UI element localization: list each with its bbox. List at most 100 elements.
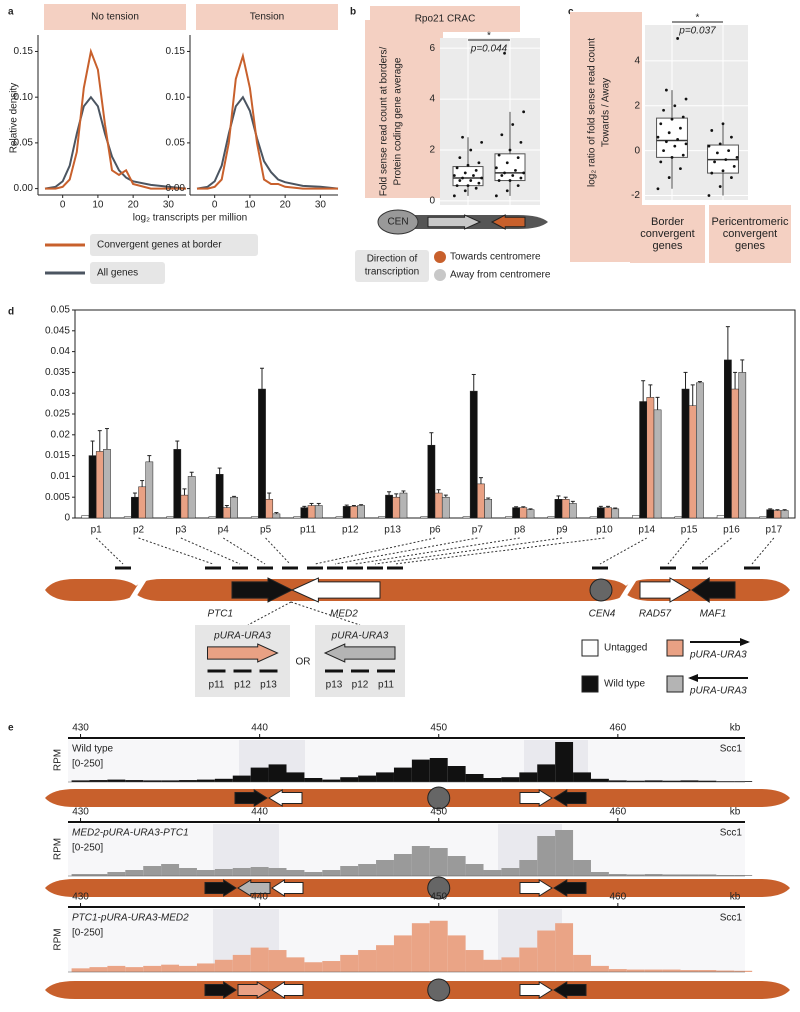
construct-label: pURA-URA3 xyxy=(331,631,389,642)
y-axis-label: Protein coding gene average xyxy=(393,57,404,185)
data-point xyxy=(516,156,520,160)
probe-link xyxy=(354,537,520,565)
significance: * xyxy=(487,31,491,42)
bar xyxy=(554,499,563,519)
bar xyxy=(462,516,471,519)
bar xyxy=(632,515,640,519)
y-tick-label: 2 xyxy=(429,145,435,156)
data-point xyxy=(667,176,671,179)
gene-arrow xyxy=(553,789,587,807)
bar xyxy=(250,516,259,519)
gene-arrow xyxy=(519,981,553,999)
probe-link xyxy=(751,537,775,565)
bar xyxy=(307,505,316,519)
legend-swatch xyxy=(434,269,446,281)
legend-arrowhead xyxy=(688,674,698,682)
bar xyxy=(441,496,450,519)
bar xyxy=(512,507,520,519)
data-point xyxy=(455,184,459,188)
x-tick-label: 430 xyxy=(72,892,89,903)
coverage-bar xyxy=(716,781,735,782)
coverage-bar xyxy=(465,950,484,972)
coverage-bar xyxy=(411,923,430,972)
data-point xyxy=(710,171,714,175)
construct-arrow xyxy=(323,643,396,663)
coverage-bar xyxy=(411,846,430,876)
bar xyxy=(215,474,224,519)
chromosome xyxy=(45,579,140,601)
coverage-bar xyxy=(644,874,663,876)
x-tick-label: 450 xyxy=(430,892,447,903)
coverage-bar xyxy=(304,872,323,876)
coverage-bar xyxy=(680,780,699,782)
data-point xyxy=(500,133,504,137)
bar xyxy=(766,509,775,519)
bar xyxy=(484,499,493,519)
y-axis-label: RPM xyxy=(53,749,64,771)
coverage-bar xyxy=(537,836,556,876)
data-point xyxy=(681,153,685,157)
bar xyxy=(208,516,217,519)
gene-arrow xyxy=(234,789,268,807)
data-point xyxy=(508,179,512,182)
construct-box xyxy=(315,625,405,697)
coverage-bar xyxy=(179,965,197,972)
bar xyxy=(258,388,266,519)
coverage-bar xyxy=(698,874,717,876)
coverage-bar xyxy=(143,780,162,782)
data-point xyxy=(681,115,685,119)
chromosome xyxy=(45,789,790,807)
coverage-bar xyxy=(286,957,305,972)
panel-label: d xyxy=(8,307,14,318)
probe-label: p12 xyxy=(234,680,251,691)
data-point xyxy=(516,184,520,188)
data-point xyxy=(514,168,517,172)
legend-box xyxy=(90,234,258,256)
x-unit: kb xyxy=(730,723,741,734)
coverage-bar xyxy=(268,764,287,782)
x-tick-label: 440 xyxy=(251,723,268,734)
probe-label: p13 xyxy=(260,680,277,691)
x-tick-label: p1 xyxy=(91,525,103,536)
construct-arrow xyxy=(237,981,271,999)
data-point xyxy=(662,149,665,153)
coverage-bar xyxy=(340,777,359,782)
x-tick-label: 10 xyxy=(92,200,104,211)
bar xyxy=(681,388,690,519)
coverage-bar xyxy=(483,778,502,782)
x-tick-label: 30 xyxy=(315,200,327,211)
x-tick-label: p14 xyxy=(638,525,655,536)
construct-label: pURA-URA3 xyxy=(213,631,271,642)
centromere xyxy=(589,578,613,602)
x-tick-label: 10 xyxy=(244,200,256,211)
coverage-bar xyxy=(107,779,126,782)
data-point xyxy=(480,140,484,144)
coverage-bar xyxy=(376,860,394,876)
y-tick-label: 0.10 xyxy=(14,92,34,103)
data-point xyxy=(679,126,682,130)
legend-label: Untagged xyxy=(604,643,647,654)
coverage-bar xyxy=(71,874,90,876)
coverage-bar xyxy=(537,930,556,972)
p-value: p=0.037 xyxy=(678,26,716,37)
probe-label: p11 xyxy=(209,680,225,691)
probe-label: p11 xyxy=(378,680,394,691)
gene-arrow xyxy=(519,879,553,897)
coverage-bar xyxy=(214,869,233,876)
coverage-bar xyxy=(179,868,197,876)
data-point xyxy=(730,176,733,179)
label-box xyxy=(365,20,443,198)
y-axis-label: RPM xyxy=(53,928,64,950)
data-point xyxy=(466,163,470,167)
data-point xyxy=(505,161,509,165)
panel-label: e xyxy=(8,723,14,734)
coverage-bar xyxy=(519,772,538,782)
data-point xyxy=(679,167,682,170)
gene-arrow xyxy=(639,577,691,603)
coverage-bar xyxy=(286,870,305,876)
coverage-bar xyxy=(358,950,377,972)
coverage-bar xyxy=(322,870,341,876)
x-tick-label: p5 xyxy=(260,525,272,536)
coverage-bar xyxy=(268,868,287,876)
